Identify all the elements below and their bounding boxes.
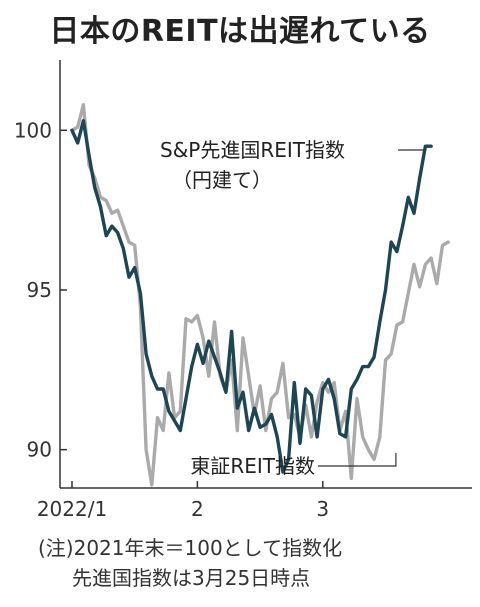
chart-title: 日本のREITは出遅れている — [49, 14, 431, 49]
y-tick-label: 90 — [27, 438, 52, 462]
legend-label-tse: 東証REIT指数 — [190, 454, 315, 478]
x-tick-label: 3 — [316, 497, 329, 521]
footnote: (注)2021年末＝100として指数化 先進国指数は3月25日時点 — [38, 533, 342, 593]
series-line-sp-global-reit — [70, 118, 433, 474]
x-tick-label: 2 — [191, 497, 204, 521]
y-tick-label: 100 — [14, 118, 52, 142]
legend-label-sp: S&P先進国REIT指数 — [160, 138, 345, 162]
x-tick-label: 2022/1 — [37, 497, 107, 521]
series-line-tse-reit — [70, 102, 450, 487]
footnote-line-1: (注)2021年末＝100として指数化 — [38, 536, 343, 560]
footnote-line-2: 先進国指数は3月25日時点 — [72, 566, 311, 590]
y-tick-label: 95 — [27, 278, 52, 302]
legend-label-sp-note: （円建て） — [172, 168, 272, 192]
tse-label-leader — [318, 452, 397, 467]
